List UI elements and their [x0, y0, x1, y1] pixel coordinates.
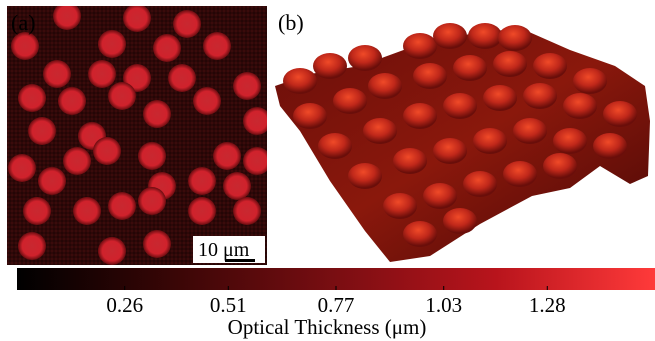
cell [173, 10, 201, 38]
cell [28, 117, 56, 145]
panel-a-image: (a) 10 μm [7, 6, 267, 265]
cell [98, 30, 126, 58]
cell [93, 137, 121, 165]
surface-bump [433, 138, 467, 164]
cell [168, 64, 196, 92]
colorbar-title: Optical Thickness (μm) [228, 315, 427, 339]
surface-bump [553, 128, 587, 154]
surface-bump [443, 93, 477, 119]
cell [153, 34, 181, 62]
surface-bump [473, 128, 507, 154]
surface-bumps-group [283, 23, 637, 247]
surface-bump [533, 53, 567, 79]
cell [223, 172, 251, 200]
cell [213, 142, 241, 170]
cell [8, 154, 36, 182]
surface-bump [468, 23, 502, 49]
colorbar-tick-label: 0.26 [106, 293, 143, 317]
cell [188, 167, 216, 195]
surface-bump [363, 118, 397, 144]
colorbar-tick-label: 1.28 [529, 293, 566, 317]
surface-bump [543, 153, 577, 179]
surface-bump [563, 93, 597, 119]
surface-bump [403, 33, 437, 59]
cell [138, 142, 166, 170]
scale-bar-box [193, 236, 265, 263]
surface-bump [433, 23, 467, 49]
panel-label-b: (b) [278, 10, 304, 35]
cell [58, 87, 86, 115]
cell [143, 230, 171, 258]
surface-bump [573, 68, 607, 94]
cell [233, 72, 261, 100]
cell [123, 6, 151, 32]
colorbar-gradient [17, 268, 655, 290]
surface-bump [503, 161, 537, 187]
surface-bump [348, 45, 382, 71]
cell [243, 147, 267, 175]
surface-bump [348, 163, 382, 189]
surface-bump [318, 133, 352, 159]
cell [18, 232, 46, 260]
cells-group [8, 6, 267, 265]
cell [73, 197, 101, 225]
surface-bump [498, 25, 532, 51]
surface-bump [403, 221, 437, 247]
scale-bar [225, 259, 255, 262]
surface-bump [483, 85, 517, 111]
cell [63, 147, 91, 175]
colorbar-ticks: 0.26 0.51 0.77 1.03 1.28 [106, 286, 566, 317]
surface-bump [603, 101, 637, 127]
cell [11, 32, 39, 60]
cell [88, 60, 116, 88]
cell [203, 32, 231, 60]
cell [143, 100, 171, 128]
cell [233, 197, 261, 225]
surface-bump [403, 103, 437, 129]
cell [138, 187, 166, 215]
cell [243, 107, 267, 135]
cell [38, 167, 66, 195]
colorbar-tick-label: 0.77 [318, 293, 355, 317]
cell [43, 60, 71, 88]
cell [193, 87, 221, 115]
surface-bump [423, 183, 457, 209]
colorbar-tick-label: 1.03 [425, 293, 462, 317]
surface-bump [393, 148, 427, 174]
surface-bump [493, 51, 527, 77]
panel-b-surface: (b) [275, 10, 650, 262]
surface-bump [453, 55, 487, 81]
surface-bump [333, 88, 367, 114]
panel-label-a: (a) [11, 10, 35, 35]
colorbar: 0.26 0.51 0.77 1.03 1.28 Optical Thickness (… [17, 268, 655, 339]
surface-bump [443, 208, 477, 234]
cell [188, 197, 216, 225]
cell [23, 197, 51, 225]
surface-bump [293, 103, 327, 129]
colorbar-tick-label: 0.51 [210, 293, 247, 317]
cell [108, 82, 136, 110]
scale-bar-label: 10 μm [198, 239, 250, 261]
surface-bump [368, 73, 402, 99]
surface-bump [593, 133, 627, 159]
surface-bump [463, 171, 497, 197]
surface-bump [523, 83, 557, 109]
surface-bump [383, 193, 417, 219]
surface-bump [513, 118, 547, 144]
surface-bump [413, 63, 447, 89]
surface-bump [313, 53, 347, 79]
cell [98, 237, 126, 265]
cell [53, 6, 81, 30]
cell [108, 192, 136, 220]
surface-bump [283, 68, 317, 94]
cell [18, 84, 46, 112]
